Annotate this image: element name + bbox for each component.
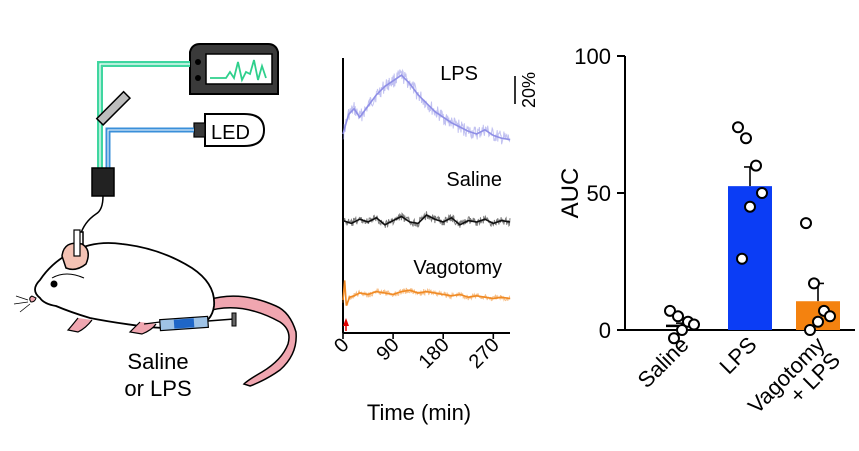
recorder-device (189, 43, 279, 95)
auc-data-point (664, 304, 676, 317)
injection-label-line2: or LPS (124, 376, 191, 401)
rat-tail (203, 295, 297, 387)
led-box: LED (193, 113, 266, 147)
led-label: LED (211, 122, 250, 144)
auc-data-point (804, 324, 816, 336)
schematic: LED (13, 43, 297, 401)
auc-data-point (756, 187, 768, 199)
rat-front-paw (66, 317, 93, 333)
rat-hind-paw (128, 321, 157, 335)
auc-x-tick-label: LPS (714, 332, 761, 379)
scale-bar-label: 20% (519, 72, 539, 108)
auc-y-ticks: 0 50 100 (574, 44, 625, 343)
auc-data-point (744, 200, 756, 213)
auc-y-tick-label: 0 (599, 318, 611, 343)
traces-x-axis-label: Time (min) (367, 400, 471, 425)
trace-label-vagotomy: Vagotomy (413, 257, 502, 279)
trace-label-saline: Saline (446, 169, 502, 191)
auc-y-tick-label: 100 (574, 44, 611, 69)
emission-fiber (97, 61, 190, 168)
auc-data-point (668, 332, 680, 345)
auc-data-point (800, 217, 812, 230)
auc-data-point (740, 132, 752, 145)
auc-data-point (750, 159, 762, 172)
auc-bars (664, 121, 840, 345)
auc-data-point (824, 310, 836, 323)
traces-x-tick-label: 180 (415, 334, 454, 373)
trace-vagotomy-line (342, 280, 511, 306)
auc-data-point (688, 318, 700, 331)
excitation-path (105, 127, 194, 168)
trace-lps-line (342, 74, 511, 141)
rat-nose (29, 295, 37, 303)
auc-data-point (732, 121, 744, 134)
auc-y-axis-label: AUC (557, 168, 584, 219)
trace-lines (342, 68, 511, 306)
auc-y-tick-label: 50 (587, 181, 611, 206)
rat-eye (50, 280, 58, 288)
injection-arrow-icon (343, 318, 349, 326)
rat-illustration (13, 229, 297, 387)
trace-labels: LPS Saline Vagotomy (413, 63, 502, 279)
trace-saline-line (342, 214, 511, 226)
auc-data-point (812, 315, 824, 328)
syringe-icon (143, 312, 237, 332)
traces-x-tick-label: 270 (465, 334, 504, 373)
trace-label-lps: LPS (440, 63, 478, 85)
recorder-trace-icon (210, 59, 267, 83)
auc-data-point (736, 252, 748, 265)
objective (75, 167, 115, 255)
traces-x-tick-label: 0 (330, 334, 353, 357)
auc-x-tick-group: Saline (633, 332, 694, 393)
auc-x-tick-group: LPS (714, 332, 761, 379)
trace-ticks: 0 90 180 270 (330, 333, 504, 373)
auc-data-point (676, 324, 688, 336)
auc-data-point (672, 310, 684, 323)
injection-label-line1: Saline (127, 349, 188, 374)
traces-panel: LPS Saline Vagotomy 0 90 180 270 20% Time (mi… (330, 58, 539, 425)
traces-x-tick-label: 90 (372, 334, 403, 365)
dichroic-mirror (95, 90, 132, 127)
auc-x-tick-label: Saline (633, 332, 694, 393)
auc-data-point (808, 277, 820, 290)
